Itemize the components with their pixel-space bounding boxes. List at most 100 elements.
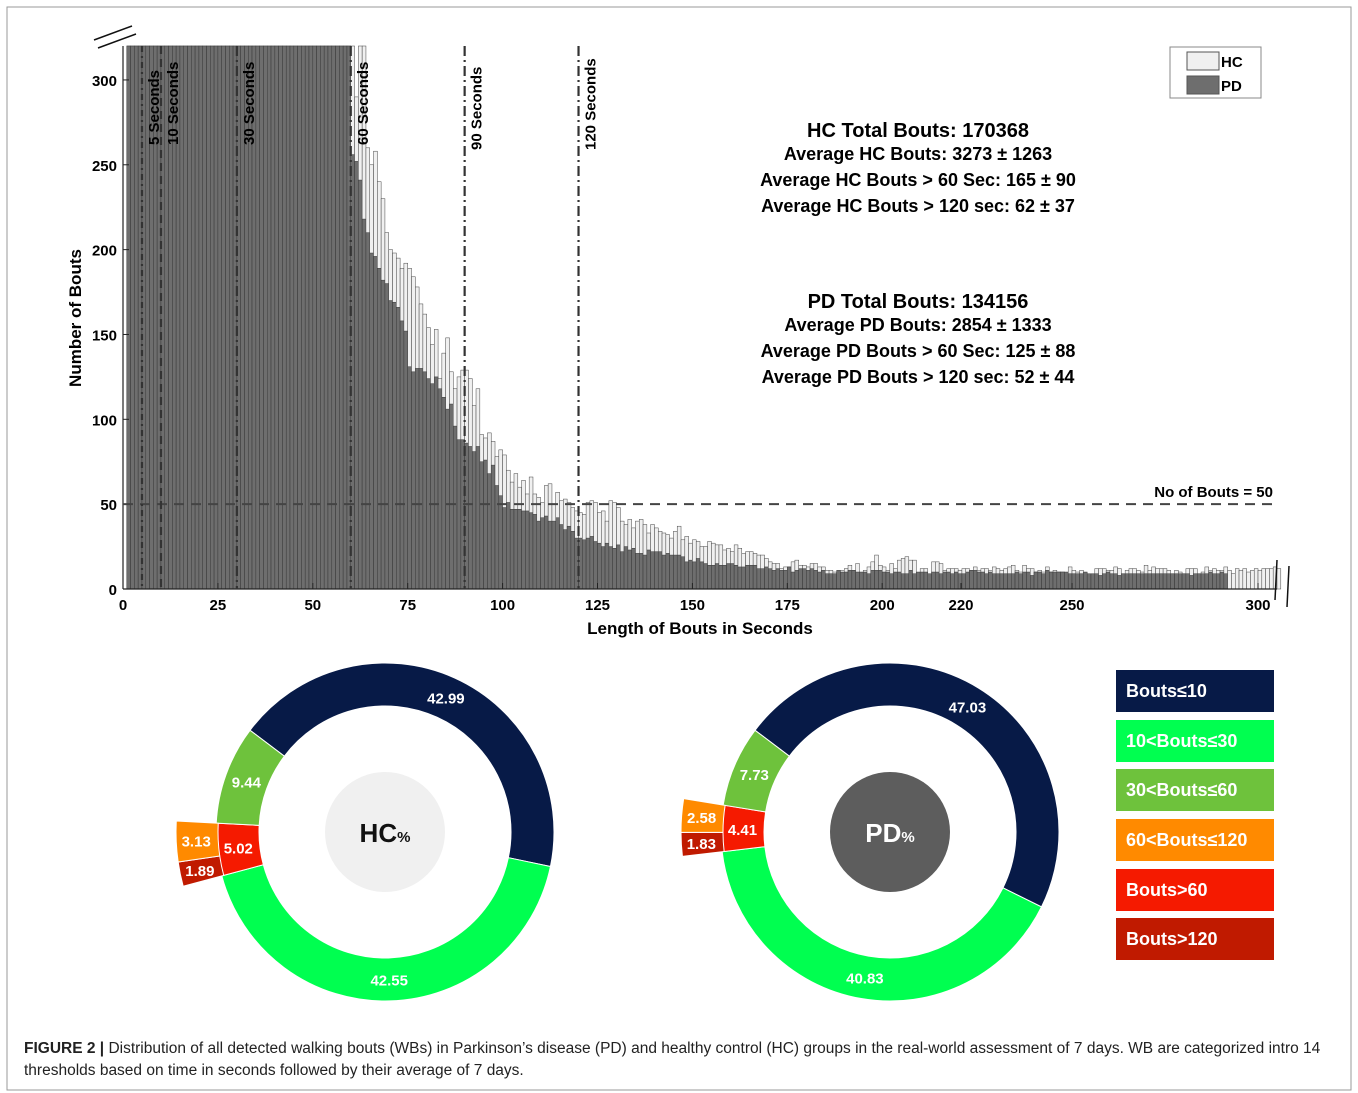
pd-bar [950,573,955,590]
hc-bar [1246,571,1251,590]
pd-bar [809,568,815,590]
pd-bar [935,571,940,590]
pd-bar [453,425,458,590]
pd-bar [601,546,606,590]
pd-bar [627,549,632,590]
pd-bar [623,546,629,590]
reference-line-label: No of Bouts = 50 [1154,484,1273,501]
pd-bar [559,524,564,590]
y-tick-label: 300 [92,73,117,90]
x-tick-label: 75 [399,597,416,614]
pd-bar [616,544,621,590]
pd-bar [923,571,929,590]
pd-bar [585,537,591,590]
histogram-legend: HC PD [1169,46,1262,99]
pd-bar [502,507,507,590]
exploded-slice-label: 2.58 [687,810,716,827]
pd-bar [506,502,511,590]
pd-bar [380,279,386,590]
pd-bar [741,566,746,590]
pd-bar [528,512,534,590]
donut-slice [215,729,286,826]
pd-bar [396,307,401,590]
pd-bar [885,571,891,590]
category-legend-item: 30<Bouts≤60 [1116,769,1274,812]
donut-slice [221,857,552,1002]
pd-bar [1094,573,1099,590]
pd-bar [1052,571,1058,590]
pd-bar [745,564,750,590]
pd-bar [832,573,837,590]
donut-center [325,772,445,892]
pd-bar [851,570,856,590]
hc-bar [1231,573,1236,590]
pd-bar [817,571,822,590]
pd-bar [570,531,575,590]
pd-bar [468,446,473,590]
pd-bar [722,564,727,590]
pd-bar [654,551,659,590]
pd-bar [1117,575,1122,590]
hc-bar [1276,568,1282,590]
donut-slice-label: 7.73 [740,767,769,784]
pd-bar [988,571,993,590]
pd-bar [688,559,693,590]
pd-bar [323,45,329,590]
donut-center-unit: % [901,829,914,846]
pd-bar [775,568,780,590]
pd-bar [471,451,477,590]
pd-bar [866,573,872,590]
hc-bar [1261,568,1266,590]
pd-bar [733,564,739,590]
donut-slice-label: 42.99 [427,691,465,708]
pd-bar [475,446,481,590]
pd-bar [1033,571,1039,590]
pd-bar [1208,571,1213,590]
x-tick-label: 150 [680,597,705,614]
pd-bar [859,571,864,590]
pd-bar [1113,573,1118,590]
pd-bar [639,553,644,590]
threshold-label: 120 Seconds [583,58,600,150]
hc-bar [1253,568,1259,590]
histogram-chart: 0 50 100 150 200 250 300 0 25 50 75 100 125 150 175 200… [66,25,1290,638]
pd-bar [274,45,279,590]
pd-bar [669,554,674,590]
pd-bar [1030,575,1035,590]
pd-bar [1185,573,1190,590]
pd-bar [361,218,367,590]
legend-label: HC [1221,54,1243,71]
pd-bar [483,459,488,590]
pd-bar [278,45,283,590]
pd-bar [597,542,602,590]
pd-bar [1011,573,1016,590]
donut-slice [249,662,555,868]
hc-annotation-line: HC Total Bouts: 170368 [807,120,1029,142]
pd-bar [999,573,1004,590]
pd-bar [692,561,697,590]
pd-bar [737,566,743,590]
pd-bar [221,45,226,590]
pd-bar [756,568,761,590]
pd-bar [210,45,215,590]
pd-bar [1216,573,1221,590]
pd-bar [479,461,484,590]
pd-bar [411,371,416,590]
category-legend-item: Bouts≤10 [1116,670,1274,712]
figure-caption: FIGURE 2 | Distribution of all detected … [24,1038,1344,1082]
pd-bar [229,45,234,590]
pd-bar [532,514,538,590]
donut-center-name: PD [865,818,901,848]
pd-bar [904,573,910,590]
pd-bar [320,45,325,590]
x-tick-label: 125 [585,597,610,614]
pd-bar [1075,573,1080,590]
hc-donut-chart: 42.99 42.55 5.02 9.44 1.89 3.13 HC% [175,662,555,1002]
pd-bar [392,301,397,590]
pd-bar [680,556,686,590]
pd-bar [134,45,139,590]
pd-bar [665,553,670,590]
pd-bar [293,45,298,590]
pd-bar [517,508,522,590]
